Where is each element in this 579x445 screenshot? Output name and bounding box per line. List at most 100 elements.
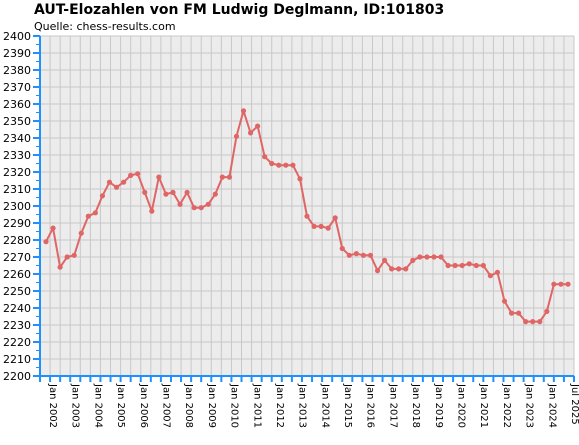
data-point — [219, 174, 225, 180]
x-tick-label: Jan 2008 — [183, 383, 194, 428]
x-tick-label: Jan 2005 — [115, 383, 126, 428]
x-tick-label: Jan 2013 — [297, 383, 308, 428]
data-point — [466, 261, 472, 267]
x-tick-label: Jan 2024 — [546, 383, 557, 428]
x-tick-label: Jan 2007 — [160, 383, 171, 428]
x-tick-label: Jan 2004 — [92, 383, 103, 428]
data-point — [99, 193, 106, 199]
data-point — [494, 269, 501, 275]
chart-subtitle: Quelle: chess-results.com — [34, 20, 176, 33]
data-point — [565, 281, 571, 287]
y-tick-label: 2300 — [3, 200, 31, 213]
data-point — [57, 264, 63, 270]
data-point — [551, 281, 557, 287]
y-tick-label: 2360 — [3, 98, 31, 111]
y-tick-label: 2400 — [3, 30, 31, 43]
data-point — [106, 179, 113, 185]
data-point — [212, 191, 218, 197]
data-point — [516, 310, 522, 316]
data-point — [381, 257, 388, 263]
data-point — [396, 266, 402, 272]
data-point — [135, 171, 141, 177]
x-tick-label: Jan 2002 — [47, 383, 58, 428]
y-tick-label: 2370 — [3, 81, 31, 94]
y-tick-label: 2280 — [3, 234, 31, 247]
data-point — [367, 252, 374, 258]
data-point — [78, 230, 84, 236]
data-point — [360, 252, 367, 258]
data-point — [64, 254, 70, 260]
x-tick-label: Jan 2014 — [319, 383, 330, 428]
data-point — [247, 130, 254, 136]
data-point — [374, 268, 381, 274]
data-point — [170, 189, 176, 195]
data-point — [283, 162, 289, 168]
y-tick-label: 2320 — [3, 166, 31, 179]
data-point — [318, 223, 324, 229]
data-point — [487, 273, 494, 279]
y-tick-label: 2210 — [3, 353, 31, 366]
data-point — [452, 262, 458, 269]
x-tick-label: Jan 2023 — [524, 383, 535, 428]
y-tick-label: 2220 — [3, 336, 31, 349]
y-tick-label: 2250 — [3, 285, 31, 298]
y-tick-label: 2330 — [3, 149, 31, 162]
data-point — [501, 298, 508, 304]
data-point — [346, 252, 352, 258]
data-point — [240, 108, 247, 114]
y-tick-label: 2290 — [3, 217, 31, 230]
axes-layer — [33, 35, 575, 382]
x-tick-label: Jan 2018 — [410, 383, 421, 428]
data-point — [184, 189, 190, 195]
data-point — [120, 179, 127, 185]
data-point — [544, 308, 550, 314]
x-tick-label: Jan 2021 — [478, 383, 489, 428]
data-point — [438, 254, 444, 260]
y-tick-label: 2270 — [3, 251, 31, 264]
data-point — [71, 252, 77, 258]
labels-layer: 2200 2210 2220 2230 2240 2250 2260 2270 2280 2290… — [3, 30, 579, 428]
y-tick-label: 2380 — [3, 64, 31, 77]
data-point — [403, 266, 409, 272]
data-point — [537, 319, 543, 325]
x-tick-label: Jan 2020 — [456, 383, 467, 428]
x-tick-label: Jan 2022 — [501, 383, 512, 428]
data-point — [325, 225, 331, 231]
data-point — [332, 215, 338, 221]
data-point — [92, 210, 98, 216]
data-point — [276, 162, 282, 168]
x-tick-label: Jan 2019 — [433, 383, 444, 428]
y-tick-label: 2340 — [3, 132, 31, 145]
chart-title: AUT-Elozahlen von FM Ludwig Deglmann, ID… — [34, 2, 445, 18]
data-point — [431, 254, 437, 260]
data-point — [43, 239, 49, 245]
y-tick-label: 2230 — [3, 319, 31, 332]
data-point — [156, 174, 162, 180]
data-point — [113, 184, 120, 190]
y-tick-label: 2390 — [3, 47, 31, 60]
series-layer — [43, 108, 571, 325]
data-point — [85, 213, 91, 219]
x-tick-label: Jan 2017 — [387, 383, 398, 428]
data-point — [530, 319, 536, 325]
data-point — [508, 310, 515, 316]
x-tick-label: Jan 2012 — [274, 383, 285, 428]
grid-layer — [39, 35, 575, 377]
data-point — [424, 254, 430, 260]
data-point — [205, 201, 211, 207]
x-tick-label: Jan 2003 — [70, 383, 81, 428]
x-tick-label: Jan 2009 — [206, 383, 217, 428]
data-point — [290, 162, 296, 168]
data-point — [417, 254, 423, 260]
y-tick-label: 2310 — [3, 183, 31, 196]
data-point — [269, 160, 275, 167]
data-point — [459, 262, 465, 269]
x-tick-label: Jan 2006 — [138, 383, 149, 428]
x-tick-label: Jan 2011 — [251, 383, 262, 428]
data-point — [297, 176, 303, 182]
data-point — [255, 123, 261, 129]
data-point — [191, 205, 197, 211]
data-point — [50, 225, 56, 231]
x-tick-label: Jul 2025 — [569, 383, 579, 425]
